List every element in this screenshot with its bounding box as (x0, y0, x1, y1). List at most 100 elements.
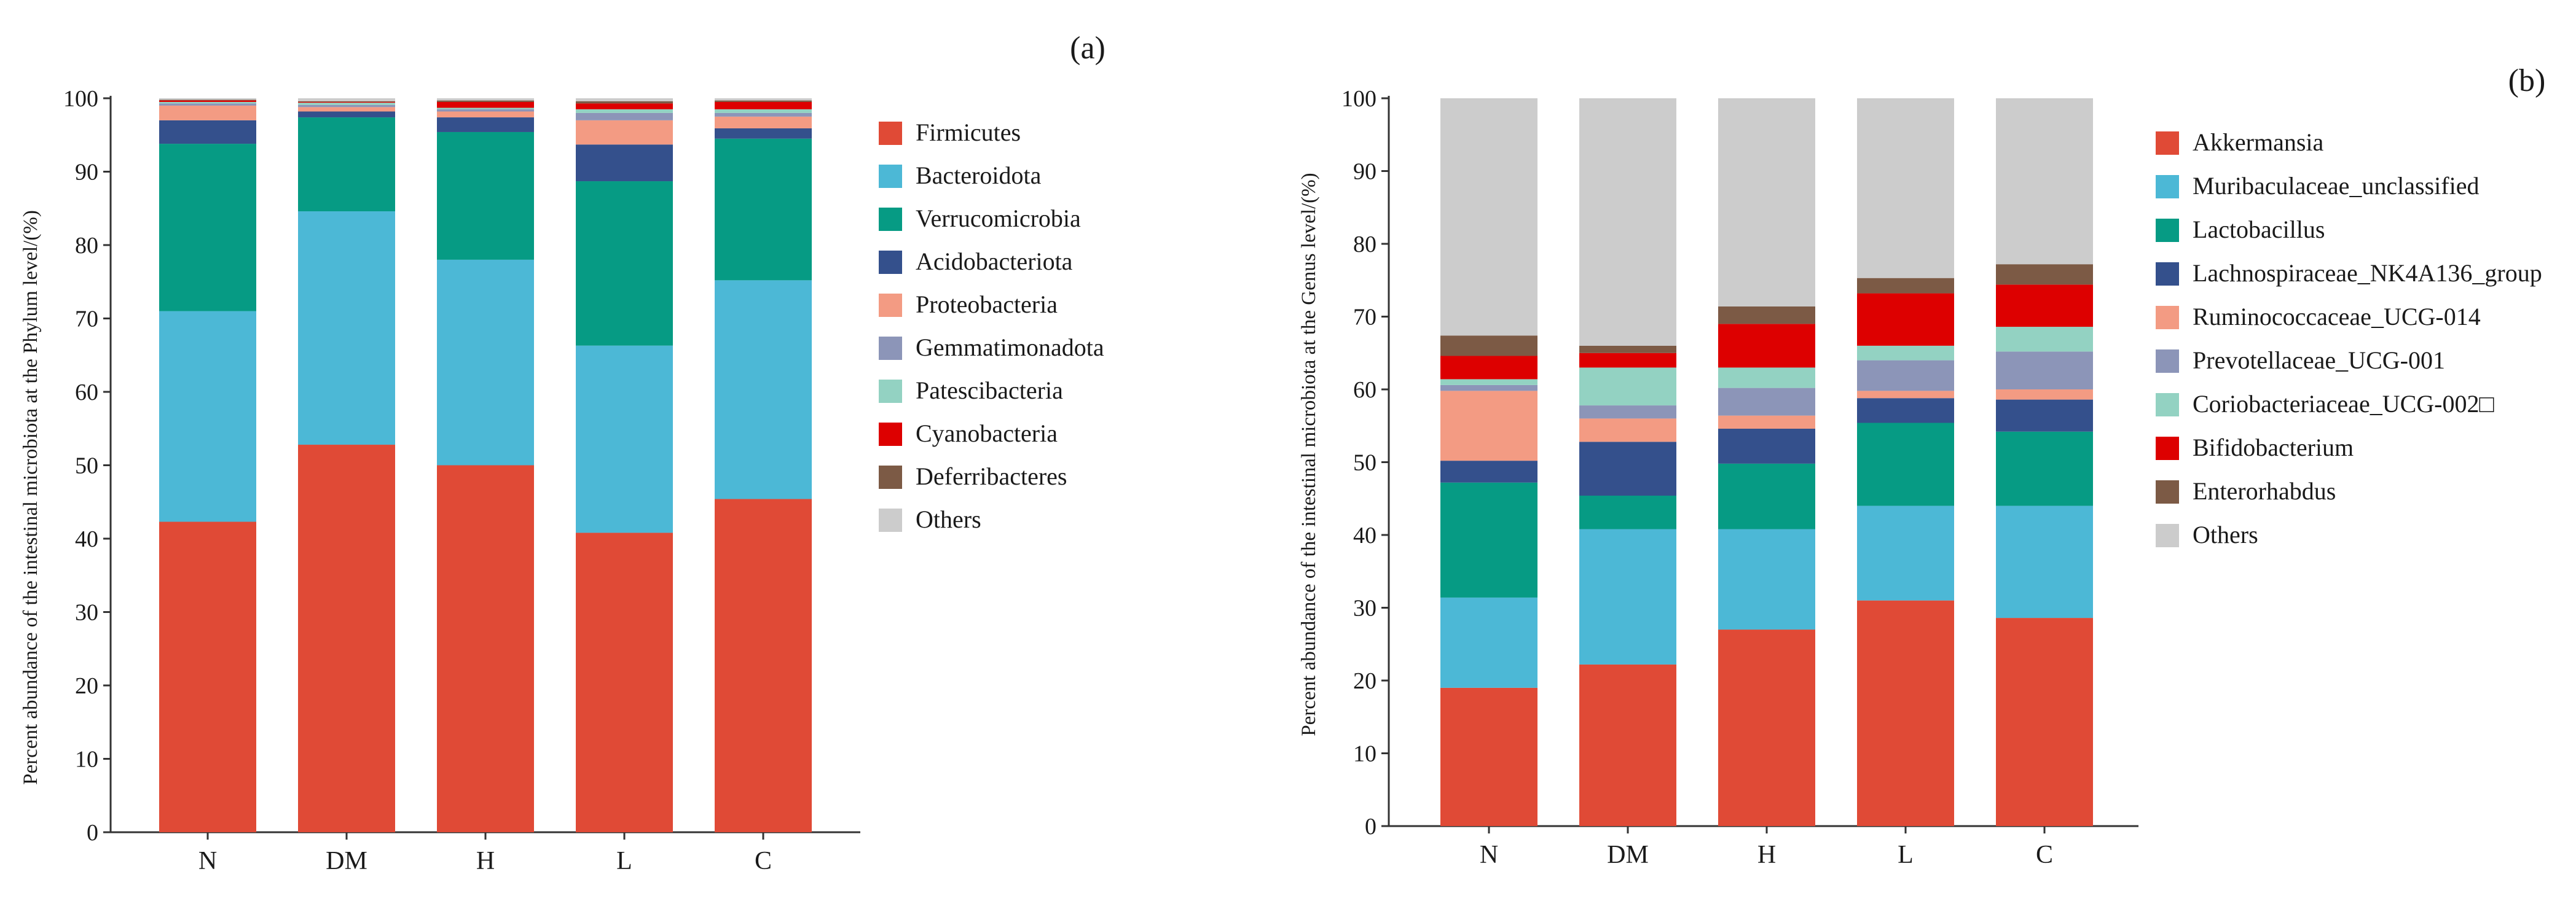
genus-legend-label-lachnospiraceae-nk4a136-group: Lachnospiraceae_NK4A136_group (2193, 259, 2542, 287)
phylum-bar-l-deferribacteres (576, 101, 673, 104)
genus-y-tick-label: 80 (1353, 232, 1376, 257)
phylum-y-tick-label: 60 (75, 380, 98, 405)
phylum-y-tick-label: 30 (75, 600, 98, 626)
phylum-bar-dm-others (298, 98, 395, 101)
genus-bar-l-enterorhabdus (1857, 278, 1954, 294)
phylum-legend-swatch-verrucomicrobia (879, 208, 902, 231)
genus-bar-dm-coriobacteriaceae-ucg-002 (1579, 367, 1676, 406)
phylum-legend-swatch-acidobacteriota (879, 251, 902, 274)
phylum-y-tick-label: 40 (75, 526, 98, 552)
genus-x-tick-label-dm: DM (1607, 841, 1649, 869)
genus-bar-n-akkermansia (1440, 687, 1537, 826)
genus-bar-n-enterorhabdus (1440, 335, 1537, 356)
phylum-bar-c-cyanobacteria (715, 101, 812, 109)
phylum-bar-dm-firmicutes (298, 445, 395, 832)
genus-legend-label-lactobacillus: Lactobacillus (2193, 216, 2325, 243)
genus-bar-n-lachnospiraceae-nk4a136-group (1440, 461, 1537, 483)
genus-bar-c-others (1996, 98, 2093, 265)
phylum-bar-l-cyanobacteria (576, 103, 673, 109)
genus-bar-n-coriobacteriaceae-ucg-002 (1440, 379, 1537, 385)
phylum-legend-label-others: Others (916, 505, 981, 533)
phylum-y-tick-label: 80 (75, 233, 98, 259)
phylum-axes: 0 10 20 30 40 50 60 70 80 90 100 N DM H L C (63, 86, 860, 875)
genus-legend: Akkermansia Muribaculaceae_unclassified La… (2156, 128, 2542, 548)
phylum-bar-h-gemmatimonadota (437, 109, 534, 112)
genus-bar-n-others (1440, 98, 1537, 336)
phylum-bar-dm-verrucomicrobia (298, 117, 395, 212)
genus-bar-dm-muribaculaceae-unclassified (1579, 529, 1676, 665)
genus-bar-n-bifidobacterium (1440, 356, 1537, 380)
phylum-legend-swatch-cyanobacteria (879, 423, 902, 446)
genus-chart-panel: Percent abundance of the intestinal micr… (1298, 63, 2545, 869)
phylum-bar-l-others (576, 98, 673, 101)
genus-bar-dm-lachnospiraceae-nk4a136-group (1579, 442, 1676, 496)
phylum-bar-c-firmicutes (715, 499, 812, 832)
phylum-y-tick-label: 70 (75, 306, 98, 332)
phylum-x-tick-label-h: H (476, 847, 495, 875)
genus-legend-swatch-lactobacillus (2156, 219, 2179, 242)
genus-bar-dm-ruminococcaceae-ucg-014 (1579, 418, 1676, 442)
phylum-legend-label-patescibacteria: Patescibacteria (916, 376, 1063, 404)
genus-y-tick-label: 10 (1353, 741, 1376, 767)
phylum-legend-label-bacteroidota: Bacteroidota (916, 162, 1042, 189)
genus-legend-swatch-lachnospiraceae-nk4a136-group (2156, 262, 2179, 286)
genus-bar-dm-prevotellaceae-ucg-001 (1579, 405, 1676, 419)
genus-y-tick-label: 70 (1353, 305, 1376, 330)
genus-bar-l-lactobacillus (1857, 423, 1954, 506)
genus-y-tick-label: 100 (1341, 86, 1376, 112)
genus-bar-l-lachnospiraceae-nk4a136-group (1857, 398, 1954, 423)
genus-bar-h-muribaculaceae-unclassified (1718, 529, 1815, 630)
phylum-x-tick-label-n: N (198, 847, 217, 875)
phylum-bar-h-deferribacteres (437, 100, 534, 102)
genus-bar-c-ruminococcaceae-ucg-014 (1996, 389, 2093, 400)
genus-x-tick-label-l: L (1898, 841, 1914, 869)
genus-bar-h-lactobacillus (1718, 463, 1815, 529)
genus-legend-swatch-akkermansia (2156, 131, 2179, 155)
genus-legend-label-muribaculaceae-unclassified: Muribaculaceae_unclassified (2193, 172, 2479, 200)
genus-legend-swatch-prevotellaceae-ucg-001 (2156, 349, 2179, 373)
phylum-bar-c-patescibacteria (715, 109, 812, 113)
phylum-bar-l-proteobacteria (576, 120, 673, 145)
genus-bars (1440, 98, 2093, 826)
phylum-legend-label-acidobacteriota: Acidobacteriota (916, 248, 1073, 275)
genus-bar-h-ruminococcaceae-ucg-014 (1718, 415, 1815, 429)
genus-y-tick-label: 0 (1365, 814, 1376, 840)
phylum-bar-n-others (159, 98, 256, 100)
phylum-bar-dm-patescibacteria (298, 103, 395, 105)
genus-bar-l-muribaculaceae-unclassified (1857, 505, 1954, 601)
phylum-bar-n-proteobacteria (159, 105, 256, 120)
phylum-y-tick-label: 20 (75, 673, 98, 699)
genus-bar-h-bifidobacterium (1718, 324, 1815, 368)
genus-bar-h-lachnospiraceae-nk4a136-group (1718, 428, 1815, 464)
genus-bar-c-coriobacteriaceae-ucg-002 (1996, 327, 2093, 352)
genus-bar-n-ruminococcaceae-ucg-014 (1440, 391, 1537, 461)
phylum-legend-label-proteobacteria: Proteobacteria (916, 291, 1058, 318)
genus-bar-c-lachnospiraceae-nk4a136-group (1996, 399, 2093, 432)
genus-bar-c-prevotellaceae-ucg-001 (1996, 351, 2093, 389)
genus-bar-c-bifidobacterium (1996, 284, 2093, 327)
phylum-bar-dm-deferribacteres (298, 101, 395, 102)
phylum-bar-l-gemmatimonadota (576, 112, 673, 120)
genus-bar-n-prevotellaceae-ucg-001 (1440, 384, 1537, 391)
genus-bar-c-muribaculaceae-unclassified (1996, 505, 2093, 618)
phylum-bar-c-gemmatimonadota (715, 112, 812, 117)
phylum-x-tick-label-dm: DM (326, 847, 367, 875)
phylum-bar-h-acidobacteriota (437, 117, 534, 132)
phylum-bars (159, 98, 812, 832)
phylum-legend-swatch-patescibacteria (879, 380, 902, 403)
phylum-bar-c-deferribacteres (715, 100, 812, 102)
phylum-bar-l-verrucomicrobia (576, 181, 673, 346)
phylum-bar-n-bacteroidota (159, 311, 256, 522)
genus-y-tick-label: 60 (1353, 377, 1376, 403)
phylum-y-tick-label: 10 (75, 747, 98, 773)
genus-legend-label-akkermansia: Akkermansia (2193, 128, 2324, 156)
phylum-bar-l-acidobacteriota (576, 144, 673, 182)
genus-bar-n-muribaculaceae-unclassified (1440, 597, 1537, 688)
phylum-bar-n-cyanobacteria (159, 100, 256, 102)
genus-y-tick-label: 20 (1353, 668, 1376, 694)
genus-bar-h-akkermansia (1718, 630, 1815, 826)
phylum-bar-dm-gemmatimonadota (298, 104, 395, 107)
phylum-x-tick-label-l: L (616, 847, 632, 875)
phylum-y-tick-label: 0 (87, 820, 98, 846)
phylum-legend-label-firmicutes: Firmicutes (916, 119, 1021, 146)
